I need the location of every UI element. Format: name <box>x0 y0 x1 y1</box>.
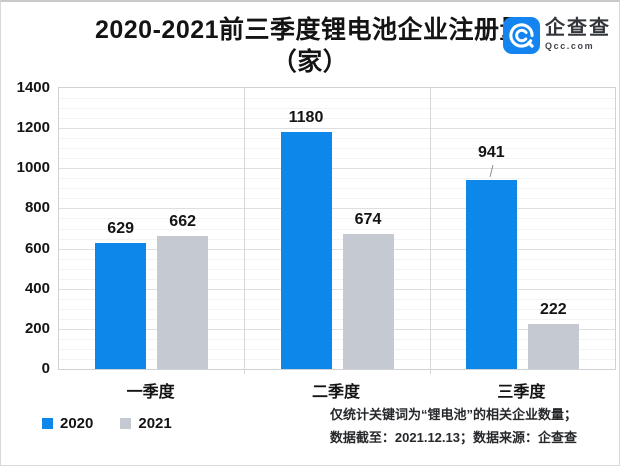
legend: 2020 2021 <box>42 415 172 432</box>
bar-2021: 662 <box>157 213 209 369</box>
chart-title: 2020-2021前三季度锂电池企业注册量 （家） <box>1 14 619 78</box>
label-leader-line <box>489 165 494 178</box>
minor-gridline <box>59 318 615 320</box>
major-gridline <box>59 208 615 210</box>
minor-gridline <box>59 218 615 220</box>
minor-gridline <box>59 358 615 360</box>
category-separator-line <box>429 88 431 374</box>
legend-label: 2021 <box>138 415 172 432</box>
bar-2020: 1180 <box>280 109 332 369</box>
minor-gridline <box>59 198 615 200</box>
y-tick-label: 1200 <box>16 119 50 137</box>
category-separator-line <box>244 88 246 374</box>
minor-gridline <box>59 108 615 110</box>
bar-2021: 674 <box>342 211 394 369</box>
footer-note-line2: 数据截至：2021.12.13；数据来源：企查查 <box>329 430 577 445</box>
minor-gridline <box>59 238 615 240</box>
chart-title-line1: 2020-2021前三季度锂电池企业注册量 <box>94 16 526 44</box>
major-gridline <box>59 288 615 290</box>
qcc-logo: 企查查 Qcc.com <box>503 17 611 54</box>
major-gridline <box>59 328 615 330</box>
bar-2020: 941 <box>465 144 517 369</box>
x-tick-label: 二季度 <box>311 384 360 401</box>
value-label: 941 <box>477 144 505 162</box>
bar-2020: 629 <box>95 220 147 369</box>
qcc-swirl-icon <box>503 17 540 54</box>
minor-gridline <box>59 298 615 300</box>
y-tick-label: 400 <box>24 279 50 297</box>
major-gridline <box>59 128 615 130</box>
minor-gridline <box>59 308 615 310</box>
minor-gridline <box>59 188 615 190</box>
minor-gridline <box>59 118 615 120</box>
legend-swatch-icon <box>120 418 132 429</box>
minor-gridline <box>59 178 615 180</box>
minor-gridline <box>59 158 615 160</box>
qcc-logo-text: 企查查 Qcc.com <box>545 17 611 51</box>
minor-gridline <box>59 278 615 280</box>
y-tick-label: 1400 <box>16 79 50 96</box>
qcc-logo-name: 企查查 <box>545 17 611 39</box>
minor-gridline <box>59 258 615 260</box>
y-tick-label: 0 <box>41 360 50 377</box>
major-gridline <box>59 248 615 250</box>
minor-gridline <box>59 348 615 350</box>
y-tick-label: 800 <box>24 199 50 217</box>
y-axis: 0 200 400 600 800 1000 1200 1400 <box>1 79 50 377</box>
value-label: 222 <box>539 301 567 319</box>
bar-2021: 222 <box>527 301 579 369</box>
y-tick-label: 600 <box>24 239 50 257</box>
value-label: 662 <box>169 213 197 231</box>
legend-item-2020: 2020 <box>42 415 93 432</box>
x-axis: 一季度 二季度 三季度 <box>58 378 616 401</box>
bar-group: 1180 674 <box>280 109 394 369</box>
y-tick-label: 200 <box>24 319 50 337</box>
minor-gridline <box>59 98 615 100</box>
x-tick-label: 一季度 <box>126 384 175 401</box>
y-tick-label: 1000 <box>16 159 50 177</box>
value-label: 629 <box>107 219 135 237</box>
legend-swatch-icon <box>42 418 53 429</box>
value-label: 1180 <box>288 109 324 127</box>
chart-title-line2: （家） <box>271 48 349 76</box>
x-tick-label: 三季度 <box>497 384 546 401</box>
legend-item-2021: 2021 <box>120 415 172 432</box>
major-gridline <box>59 168 615 170</box>
minor-gridline <box>59 228 615 230</box>
footer-note-line1: 仅统计关键词为“锂电池”的相关企业数量； <box>329 407 577 422</box>
bar-group: 941 222 <box>465 144 579 369</box>
value-label: 674 <box>354 210 382 228</box>
footer-note: 仅统计关键词为“锂电池”的相关企业数量； 数据截至：2021.12.13；数据来… <box>330 403 577 449</box>
minor-gridline <box>59 268 615 270</box>
minor-gridline <box>59 148 615 150</box>
legend-label: 2020 <box>60 415 94 432</box>
minor-gridline <box>59 338 615 340</box>
bar-group: 629 662 <box>95 213 209 369</box>
qcc-logo-domain: Qcc.com <box>545 41 595 51</box>
plot-area: 629 662 1180 674 941 222 <box>58 87 616 374</box>
minor-gridline <box>59 138 615 140</box>
